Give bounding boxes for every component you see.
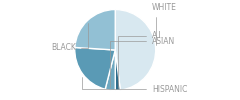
Wedge shape	[115, 10, 156, 90]
Text: ASIAN: ASIAN	[110, 37, 175, 87]
Text: WHITE: WHITE	[152, 3, 177, 45]
Text: BLACK: BLACK	[51, 23, 88, 52]
Text: A.I.: A.I.	[118, 31, 164, 88]
Wedge shape	[115, 50, 120, 90]
Wedge shape	[75, 10, 115, 50]
Wedge shape	[105, 50, 115, 90]
Wedge shape	[75, 48, 115, 89]
Text: HISPANIC: HISPANIC	[83, 77, 187, 94]
